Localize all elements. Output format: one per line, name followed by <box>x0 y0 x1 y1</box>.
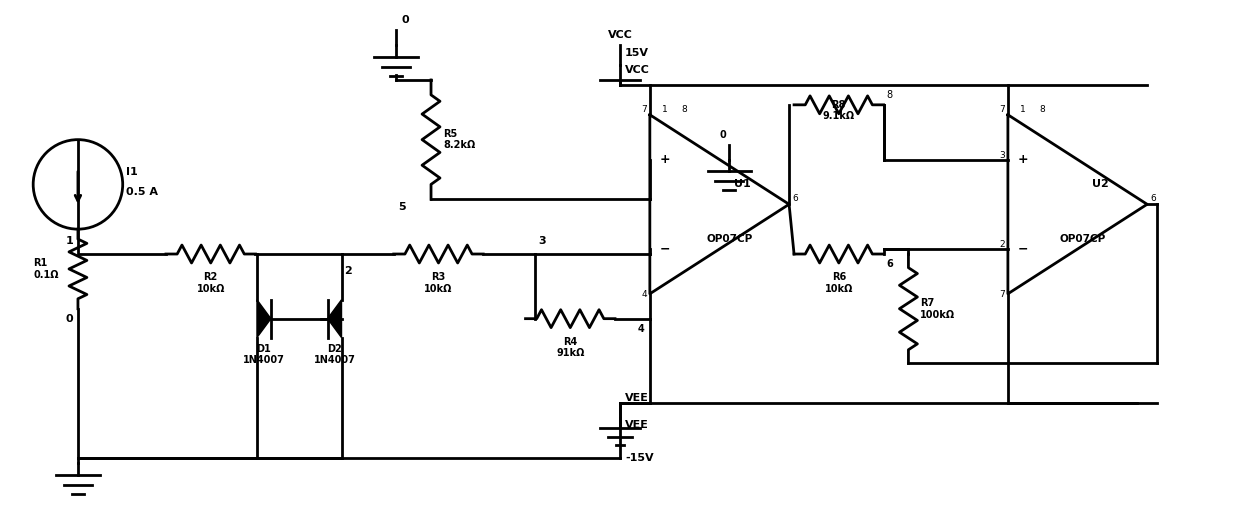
Text: I1: I1 <box>125 168 138 177</box>
Text: 1: 1 <box>662 105 667 114</box>
Text: 6: 6 <box>1151 194 1156 204</box>
Text: OP07CP: OP07CP <box>1059 234 1106 244</box>
Text: +: + <box>660 153 671 166</box>
Text: U2: U2 <box>1092 179 1110 189</box>
Text: 1: 1 <box>66 236 73 246</box>
Text: 4: 4 <box>639 324 645 334</box>
Text: R5
8.2kΩ: R5 8.2kΩ <box>443 129 475 151</box>
Text: D1
1N4007: D1 1N4007 <box>243 343 285 365</box>
Text: -15V: -15V <box>625 453 653 463</box>
Text: 7: 7 <box>999 290 1004 299</box>
Text: 1: 1 <box>1021 105 1025 114</box>
Text: U1: U1 <box>734 179 751 189</box>
Text: VEE: VEE <box>625 393 649 403</box>
Text: 8: 8 <box>682 105 687 114</box>
Text: 0: 0 <box>719 130 727 140</box>
Text: 7: 7 <box>641 105 647 114</box>
Text: 4: 4 <box>641 290 647 299</box>
Text: 7: 7 <box>999 105 1004 114</box>
Text: R1
0.1Ω: R1 0.1Ω <box>33 258 58 280</box>
Text: R2
10kΩ: R2 10kΩ <box>196 272 224 293</box>
Text: 3: 3 <box>538 236 546 246</box>
Text: VEE: VEE <box>625 420 649 430</box>
Text: +: + <box>1018 153 1028 166</box>
Polygon shape <box>257 300 270 338</box>
Text: 8: 8 <box>1040 105 1045 114</box>
Text: −: − <box>1018 243 1028 255</box>
Text: 0.5 A: 0.5 A <box>125 187 157 197</box>
Text: 6: 6 <box>792 194 797 204</box>
Text: 0: 0 <box>66 314 73 324</box>
Text: 5: 5 <box>398 203 407 212</box>
Text: 3: 3 <box>999 151 1004 159</box>
Text: R4
91kΩ: R4 91kΩ <box>556 337 584 358</box>
Text: VCC: VCC <box>608 30 632 40</box>
Text: 15V: 15V <box>625 48 649 58</box>
Polygon shape <box>327 300 341 338</box>
Text: −: − <box>660 243 671 255</box>
Text: 8: 8 <box>887 90 893 100</box>
Text: R6
10kΩ: R6 10kΩ <box>825 272 853 293</box>
Text: 6: 6 <box>887 259 893 269</box>
Text: VCC: VCC <box>625 65 650 75</box>
Text: 2: 2 <box>345 266 352 276</box>
Text: 0: 0 <box>402 15 409 25</box>
Text: R3
10kΩ: R3 10kΩ <box>424 272 453 293</box>
Text: OP07CP: OP07CP <box>707 234 753 244</box>
Text: 2: 2 <box>999 240 1004 249</box>
Text: D2
1N4007: D2 1N4007 <box>314 343 356 365</box>
Text: R7
100kΩ: R7 100kΩ <box>920 298 956 320</box>
Text: R8
9.1kΩ: R8 9.1kΩ <box>823 100 854 121</box>
